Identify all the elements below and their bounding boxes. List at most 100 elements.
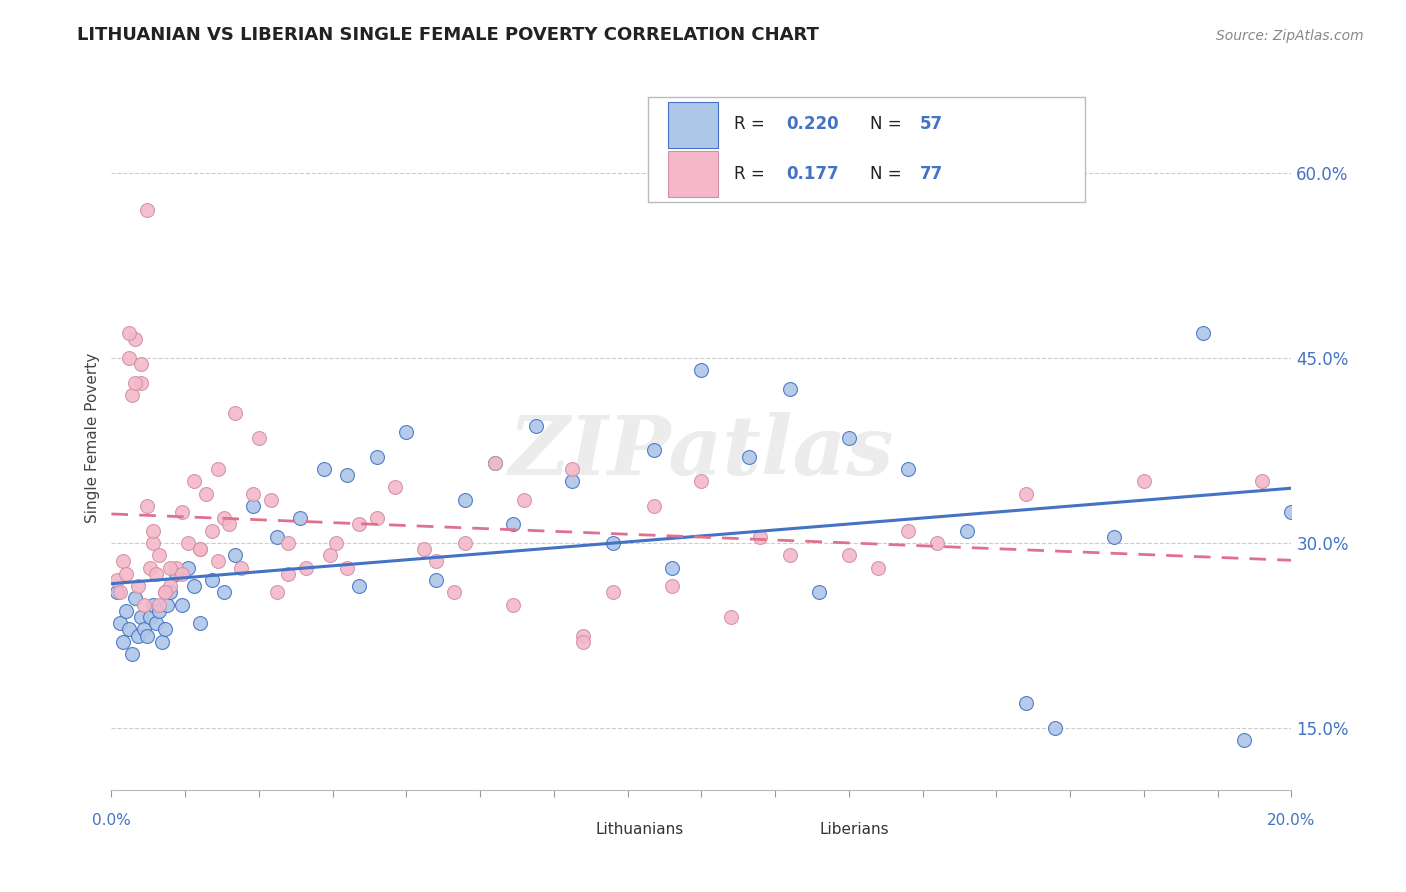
Point: [897, 524, 920, 538]
Point: [661, 579, 683, 593]
Text: R =: R =: [734, 115, 770, 134]
Text: 0.0%: 0.0%: [91, 814, 131, 829]
Point: [277, 566, 299, 581]
Point: [207, 462, 229, 476]
Text: Source: ZipAtlas.com: Source: ZipAtlas.com: [1216, 29, 1364, 43]
Point: [121, 388, 143, 402]
Point: [124, 376, 146, 390]
Point: [183, 579, 205, 593]
Point: [118, 326, 141, 341]
Point: [188, 542, 211, 557]
Point: [602, 536, 624, 550]
Point: [661, 560, 683, 574]
Point: [443, 585, 465, 599]
Point: [720, 610, 742, 624]
Point: [336, 560, 359, 574]
Point: [129, 610, 152, 624]
Point: [142, 598, 165, 612]
Point: [247, 431, 270, 445]
Point: [115, 566, 138, 581]
Point: [127, 628, 149, 642]
Point: [643, 443, 665, 458]
Point: [212, 585, 235, 599]
Point: [207, 554, 229, 568]
Point: [139, 560, 162, 574]
Point: [142, 536, 165, 550]
Point: [572, 628, 595, 642]
Point: [561, 462, 583, 476]
Point: [110, 616, 132, 631]
Point: [201, 524, 224, 538]
Point: [142, 524, 165, 538]
Point: [112, 634, 135, 648]
Point: [242, 499, 264, 513]
Point: [188, 542, 211, 557]
Point: [395, 425, 418, 439]
Point: [218, 517, 240, 532]
Point: [139, 610, 162, 624]
Point: [124, 332, 146, 346]
Point: [156, 598, 179, 612]
Point: [347, 517, 370, 532]
Point: [159, 579, 181, 593]
Point: [132, 623, 155, 637]
Point: [838, 431, 860, 445]
Point: [135, 202, 157, 217]
Point: [325, 536, 347, 550]
Text: ZIPatlas: ZIPatlas: [509, 412, 894, 492]
Point: [561, 475, 583, 489]
Point: [524, 418, 547, 433]
Point: [224, 549, 246, 563]
Point: [295, 560, 318, 574]
Point: [165, 566, 187, 581]
Point: [159, 585, 181, 599]
Text: 77: 77: [920, 165, 943, 183]
Point: [153, 623, 176, 637]
FancyBboxPatch shape: [761, 814, 810, 846]
Point: [384, 480, 406, 494]
Point: [425, 573, 447, 587]
Point: [602, 585, 624, 599]
Point: [808, 585, 831, 599]
Point: [177, 536, 200, 550]
Text: LITHUANIAN VS LIBERIAN SINGLE FEMALE POVERTY CORRELATION CHART: LITHUANIAN VS LIBERIAN SINGLE FEMALE POV…: [77, 26, 820, 44]
Point: [150, 634, 173, 648]
Point: [118, 351, 141, 365]
Point: [145, 566, 167, 581]
Point: [183, 475, 205, 489]
FancyBboxPatch shape: [668, 152, 718, 197]
Point: [112, 554, 135, 568]
Point: [1192, 326, 1215, 341]
Point: [266, 585, 288, 599]
Point: [1015, 697, 1038, 711]
Point: [118, 623, 141, 637]
Point: [502, 598, 524, 612]
Point: [454, 492, 477, 507]
Point: [135, 499, 157, 513]
Point: [779, 382, 801, 396]
Point: [110, 585, 132, 599]
Point: [1281, 505, 1303, 519]
Point: [194, 486, 217, 500]
Text: N =: N =: [870, 165, 907, 183]
Point: [159, 560, 181, 574]
Point: [124, 591, 146, 606]
Point: [312, 462, 335, 476]
Point: [172, 598, 194, 612]
Point: [266, 530, 288, 544]
Point: [242, 486, 264, 500]
Point: [413, 542, 436, 557]
Point: [1233, 733, 1256, 747]
Point: [260, 492, 283, 507]
Point: [336, 468, 359, 483]
Point: [1133, 475, 1156, 489]
Point: [838, 549, 860, 563]
Point: [129, 357, 152, 371]
FancyBboxPatch shape: [648, 97, 1085, 202]
Point: [737, 450, 759, 464]
Point: [484, 456, 506, 470]
Point: [201, 573, 224, 587]
Point: [366, 511, 388, 525]
Text: 20.0%: 20.0%: [1267, 814, 1316, 829]
Point: [121, 647, 143, 661]
